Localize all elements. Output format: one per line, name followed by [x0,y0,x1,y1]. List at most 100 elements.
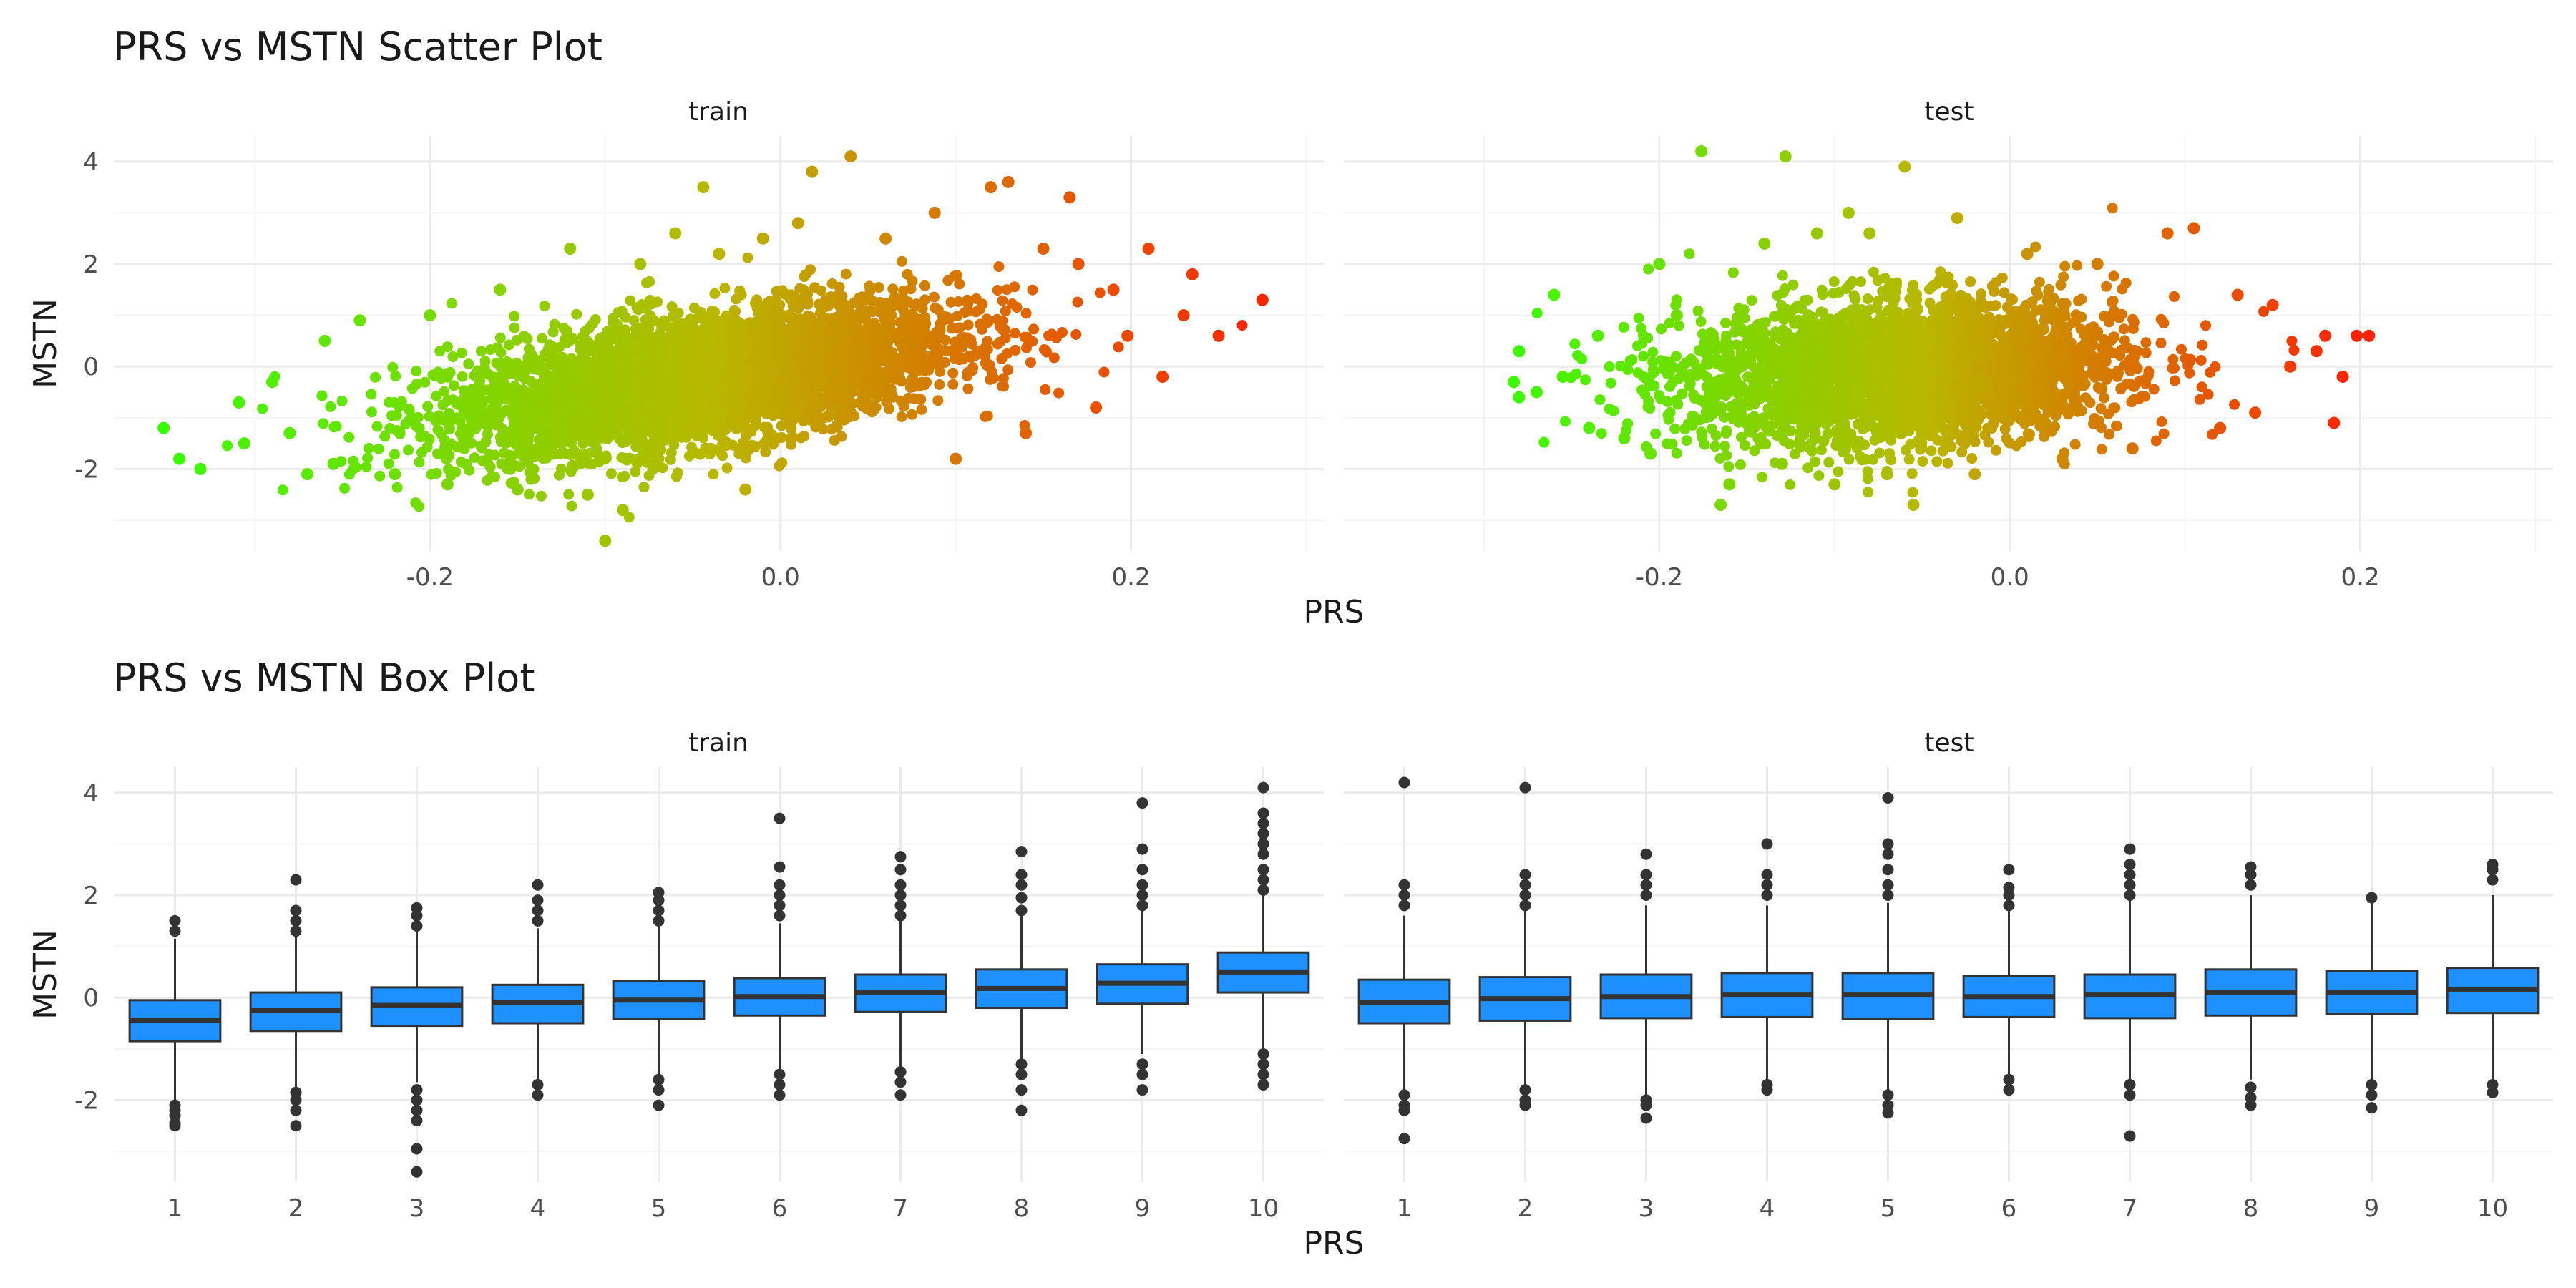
cloud-point [646,298,658,310]
cloud-point [834,394,845,406]
cloud-point [980,357,991,369]
cloud-point [1000,306,1011,317]
cloud-point [553,469,565,481]
cloud-point [735,351,746,361]
cloud-point [985,374,996,385]
cloud-point [719,396,731,407]
cloud-point [753,346,763,358]
cloud-point [598,356,610,367]
cloud-point [857,304,869,316]
cloud-point [902,268,913,280]
cloud-point [537,389,548,401]
cloud-point [919,365,930,376]
scatter-point [928,206,941,219]
scatter-point [599,535,612,547]
cloud-point [779,377,790,389]
cloud-point [658,315,670,326]
cloud-point [854,358,865,370]
scatter-point [441,478,454,491]
cloud-point [809,355,820,366]
cloud-point [709,288,721,299]
scatter-point [1121,329,1134,342]
cloud-point [560,374,571,385]
cloud-point [1053,387,1065,399]
cloud-point [681,428,693,439]
cloud-point [1907,487,1918,498]
scatter-point [697,181,710,194]
cloud-point [432,424,444,436]
cloud-point [941,311,952,323]
cloud-point [644,420,655,431]
cloud-point [2096,444,2107,455]
cloud-point [770,344,781,356]
cloud-point [476,346,487,357]
cloud-point [222,440,233,452]
cloud-point [509,419,520,431]
cloud-point [1671,447,1682,459]
scatter-point [157,421,170,434]
cloud-point [792,326,804,337]
cloud-point [565,449,577,461]
cloud-point [800,269,811,280]
cloud-point [734,285,746,296]
cloud-point [638,482,650,493]
cloud-point [1605,377,1616,389]
cloud-point [1019,331,1030,343]
cloud-point [691,424,703,436]
cloud-point [952,296,964,307]
cloud-point [689,326,701,338]
scatter-point [564,243,577,255]
cloud-point [701,311,713,323]
cloud-point [686,441,697,453]
cloud-point [447,351,459,362]
cloud-point [655,373,667,384]
cloud-point [940,345,951,356]
cloud-point [655,438,666,449]
cloud-point [545,431,557,443]
cloud-point [595,371,607,382]
cloud-point [869,404,880,416]
cloud-point [824,388,834,399]
cloud-point [786,439,796,450]
cloud-point [905,283,917,295]
cloud-point [1028,323,1040,335]
cloud-point [975,303,986,315]
cloud-point [457,371,468,382]
cloud-point [391,425,402,436]
cloud-point [891,293,902,305]
cloud-point [586,459,597,470]
cloud-point [325,401,336,412]
cloud-point [788,291,799,302]
cloud-point [899,321,910,333]
cloud-point [1009,328,1020,339]
cloud-point [494,386,506,397]
cloud-point [840,268,852,280]
cloud-point [919,280,930,291]
cloud-point [518,449,529,461]
cloud-point [478,365,489,376]
cloud-point [1903,454,1915,465]
cloud-point [721,462,733,474]
cloud-point [1007,298,1018,309]
y-tick-label: 0 [83,353,99,381]
cloud-point [534,409,545,420]
cloud-point [643,441,655,452]
cloud-point [816,285,827,296]
scatter-point [879,232,892,245]
cloud-point [434,449,445,459]
cloud-point [711,386,722,397]
cloud-point [947,379,959,390]
cloud-point [482,429,493,440]
cloud-point [404,404,415,414]
cloud-point [1098,366,1110,378]
cloud-point [616,380,627,391]
cloud-point [416,447,427,458]
scatter-point [424,309,436,322]
cloud-point [2076,293,2087,305]
cloud-point [450,467,462,478]
cloud-point [952,311,963,321]
cloud-point [577,331,588,342]
cloud-point [844,394,855,406]
scatter-point [806,165,819,178]
cloud-point [837,305,848,316]
